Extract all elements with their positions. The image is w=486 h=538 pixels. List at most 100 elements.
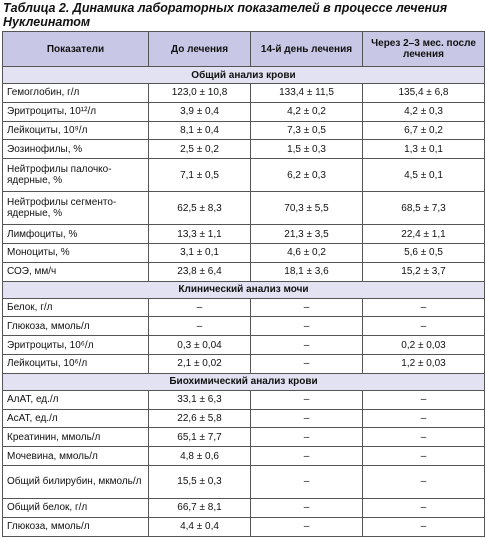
value-cell: – bbox=[250, 427, 363, 448]
indicator-cell: Эритроциты, 10¹²/л bbox=[2, 101, 149, 122]
value-cell: – bbox=[250, 497, 363, 518]
value-cell: 8,1 ± 0,4 bbox=[148, 120, 251, 141]
data-row: Нейтрофилы сегменто-ядерные, % 62,5 ± 8,3… bbox=[2, 191, 485, 226]
value-cell: 13,3 ± 1,1 bbox=[148, 224, 251, 244]
value-cell: 1,2 ± 0,03 bbox=[362, 353, 485, 374]
indicator-cell: Нейтрофилы сегменто-ядерные, % bbox=[2, 191, 149, 226]
data-row: Лимфоциты, % 13,3 ± 1,1 21,3 ± 3,5 22,4 ± 1… bbox=[2, 224, 485, 244]
value-cell: 4,6 ± 0,2 bbox=[250, 242, 363, 263]
value-cell: 4,2 ± 0,3 bbox=[362, 101, 485, 122]
value-cell: 22,4 ± 1,1 bbox=[362, 224, 485, 244]
data-row: СОЭ, мм/ч 23,8 ± 6,4 18,1 ± 3,6 15,2 ± 3,7 bbox=[2, 261, 485, 282]
value-cell: – bbox=[250, 335, 363, 355]
value-cell: 23,8 ± 6,4 bbox=[148, 261, 251, 282]
data-row: Глюкоза, ммоль/л – – – bbox=[2, 316, 485, 337]
indicator-cell: Нейтрофилы палочко-ядерные, % bbox=[2, 158, 149, 193]
section-row: Биохимический анализ крови bbox=[2, 372, 485, 391]
value-cell: 70,3 ± 5,5 bbox=[250, 191, 363, 226]
section-title: Общий анализ крови bbox=[2, 66, 485, 84]
section-title: Биохимический анализ крови bbox=[2, 372, 485, 391]
value-cell: 15,2 ± 3,7 bbox=[362, 261, 485, 282]
data-row: АлАТ, ед./л 33,1 ± 6,3– – bbox=[2, 389, 485, 410]
indicator-cell: АсАТ, ед./л bbox=[2, 408, 149, 429]
value-cell: 4,2 ± 0,2 bbox=[250, 101, 363, 122]
value-cell: 123,0 ± 10,8 bbox=[148, 83, 251, 103]
value-cell: 1,5 ± 0,3 bbox=[250, 139, 363, 160]
value-cell: 21,3 ± 3,5 bbox=[250, 224, 363, 244]
value-cell: 6,7 ± 0,2 bbox=[362, 120, 485, 141]
value-cell: 4,5 ± 0,1 bbox=[362, 158, 485, 193]
value-cell: – bbox=[250, 297, 363, 318]
value-cell: – bbox=[362, 389, 485, 410]
data-row: Общий билирубин, мкмоль/л 15,5 ± 0,3– – bbox=[2, 464, 485, 499]
indicator-cell: Белок, г/л bbox=[2, 297, 149, 318]
lab-table: Показатели До лечения 14-й день лечения Чер… bbox=[2, 31, 485, 537]
value-cell: 65,1 ± 7,7 bbox=[148, 427, 251, 448]
indicator-cell: Лимфоциты, % bbox=[2, 224, 149, 244]
data-row: Лейкоциты, 10⁶/л 2,1 ± 0,02–1,2 ± 0,03 bbox=[2, 353, 485, 374]
value-cell: 4,4 ± 0,4 bbox=[148, 516, 251, 537]
value-cell: 3,9 ± 0,4 bbox=[148, 101, 251, 122]
value-cell: 68,5 ± 7,3 bbox=[362, 191, 485, 226]
value-cell: 135,4 ± 6,8 bbox=[362, 83, 485, 103]
data-row: Общий белок, г/л 66,7 ± 8,1– – bbox=[2, 497, 485, 518]
indicator-cell: Лейкоциты, 10⁶/л bbox=[2, 353, 149, 374]
value-cell: 133,4 ± 11,5 bbox=[250, 83, 363, 103]
value-cell: 5,6 ± 0,5 bbox=[362, 242, 485, 263]
value-cell: – bbox=[250, 353, 363, 374]
value-cell: – bbox=[362, 516, 485, 537]
indicator-cell: Эозинофилы, % bbox=[2, 139, 149, 160]
data-row: АсАТ, ед./л 22,6 ± 5,8– – bbox=[2, 408, 485, 429]
indicator-cell: Эритроциты, 10⁶/л bbox=[2, 335, 149, 355]
data-row: Нейтрофилы палочко-ядерные, % 7,1 ± 0,5 6,… bbox=[2, 158, 485, 193]
value-cell: 18,1 ± 3,6 bbox=[250, 261, 363, 282]
data-row: Креатинин, ммоль/л 65,1 ± 7,7– – bbox=[2, 427, 485, 448]
indicator-cell: Моноциты, % bbox=[2, 242, 149, 263]
value-cell: 7,3 ± 0,5 bbox=[250, 120, 363, 141]
data-row: Глюкоза, ммоль/л 4,4 ± 0,4– – bbox=[2, 516, 485, 537]
value-cell: – bbox=[362, 464, 485, 499]
indicator-cell: АлАТ, ед./л bbox=[2, 389, 149, 410]
column-header: До лечения bbox=[148, 31, 251, 67]
value-cell: 2,5 ± 0,2 bbox=[148, 139, 251, 160]
column-header: Показатели bbox=[2, 31, 149, 67]
data-row: Эритроциты, 10⁶/л 0,3 ± 0,04–0,2 ± 0,03 bbox=[2, 335, 485, 355]
value-cell: 66,7 ± 8,1 bbox=[148, 497, 251, 518]
value-cell: 0,2 ± 0,03 bbox=[362, 335, 485, 355]
value-cell: 3,1 ± 0,1 bbox=[148, 242, 251, 263]
value-cell: 62,5 ± 8,3 bbox=[148, 191, 251, 226]
value-cell: 15,5 ± 0,3 bbox=[148, 464, 251, 499]
column-header: Через 2–3 мес. после лечения bbox=[362, 31, 485, 67]
value-cell: 33,1 ± 6,3 bbox=[148, 389, 251, 410]
data-row: Белок, г/л – – – bbox=[2, 297, 485, 318]
value-cell: – bbox=[250, 408, 363, 429]
table-title: Таблица 2. Динамика лабораторных показат… bbox=[3, 1, 448, 29]
data-row: Лейкоциты, 10⁹/л 8,1 ± 0,4 7,3 ± 0,5 6,7 ± … bbox=[2, 120, 485, 141]
indicator-cell: Гемоглобин, г/л bbox=[2, 83, 149, 103]
value-cell: 4,8 ± 0,6 bbox=[148, 446, 251, 466]
value-cell: – bbox=[148, 316, 251, 337]
indicator-cell: Общий билирубин, мкмоль/л bbox=[2, 464, 149, 499]
indicator-cell: Глюкоза, ммоль/л bbox=[2, 516, 149, 537]
value-cell: 2,1 ± 0,02 bbox=[148, 353, 251, 374]
value-cell: – bbox=[250, 516, 363, 537]
value-cell: – bbox=[362, 446, 485, 466]
value-cell: – bbox=[362, 427, 485, 448]
value-cell: 0,3 ± 0,04 bbox=[148, 335, 251, 355]
column-header: 14-й день лечения bbox=[250, 31, 363, 67]
section-row: Общий анализ крови bbox=[2, 66, 485, 84]
value-cell: – bbox=[250, 316, 363, 337]
header-row: Показатели До лечения 14-й день лечения Чер… bbox=[2, 31, 485, 67]
value-cell: 1,3 ± 0,1 bbox=[362, 139, 485, 160]
value-cell: 22,6 ± 5,8 bbox=[148, 408, 251, 429]
value-cell: – bbox=[362, 408, 485, 429]
value-cell: – bbox=[362, 297, 485, 318]
value-cell: 6,2 ± 0,3 bbox=[250, 158, 363, 193]
value-cell: – bbox=[250, 446, 363, 466]
data-row: Мочевина, ммоль/л 4,8 ± 0,6– – bbox=[2, 446, 485, 466]
indicator-cell: Лейкоциты, 10⁹/л bbox=[2, 120, 149, 141]
data-row: Эозинофилы, % 2,5 ± 0,2 1,5 ± 0,3 1,3 ± 0,1 bbox=[2, 139, 485, 160]
indicator-cell: Мочевина, ммоль/л bbox=[2, 446, 149, 466]
section-title: Клинический анализ мочи bbox=[2, 280, 485, 299]
